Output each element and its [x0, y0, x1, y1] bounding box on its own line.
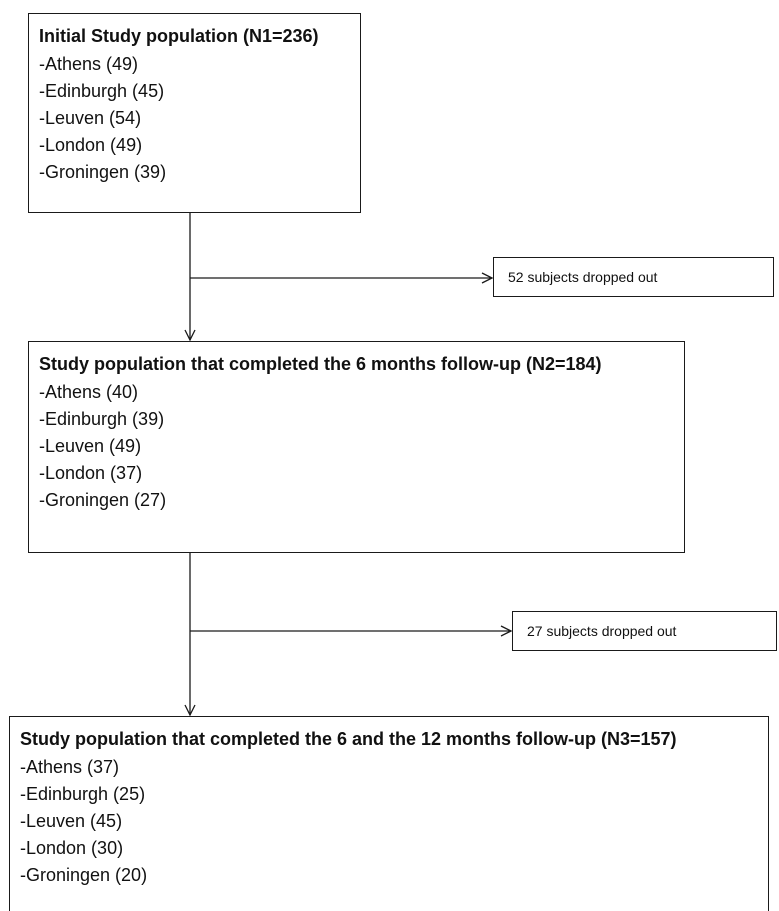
initial-population-title: Initial Study population (N1=236)	[39, 24, 350, 48]
site-leuven: -Leuven (54)	[39, 105, 350, 132]
six-month-population-title: Study population that completed the 6 mo…	[39, 352, 674, 376]
site-athens: -Athens (37)	[20, 754, 758, 781]
site-groningen: -Groningen (39)	[39, 159, 350, 186]
twelve-month-population-title: Study population that completed the 6 an…	[20, 727, 758, 751]
six-month-population-sites: -Athens (40) -Edinburgh (39) -Leuven (49…	[39, 379, 674, 514]
site-london: -London (49)	[39, 132, 350, 159]
site-groningen: -Groningen (20)	[20, 862, 758, 889]
site-edinburgh: -Edinburgh (39)	[39, 406, 674, 433]
site-london: -London (30)	[20, 835, 758, 862]
initial-population-sites: -Athens (49) -Edinburgh (45) -Leuven (54…	[39, 51, 350, 186]
site-london: -London (37)	[39, 460, 674, 487]
site-athens: -Athens (40)	[39, 379, 674, 406]
site-edinburgh: -Edinburgh (25)	[20, 781, 758, 808]
twelve-month-population-box: Study population that completed the 6 an…	[9, 716, 769, 911]
dropout-box-1: 52 subjects dropped out	[493, 257, 774, 297]
site-groningen: -Groningen (27)	[39, 487, 674, 514]
site-athens: -Athens (49)	[39, 51, 350, 78]
site-leuven: -Leuven (45)	[20, 808, 758, 835]
dropout-box-2: 27 subjects dropped out	[512, 611, 777, 651]
six-month-population-box: Study population that completed the 6 mo…	[28, 341, 685, 553]
site-leuven: -Leuven (49)	[39, 433, 674, 460]
initial-population-box: Initial Study population (N1=236) -Athen…	[28, 13, 361, 213]
twelve-month-population-sites: -Athens (37) -Edinburgh (25) -Leuven (45…	[20, 754, 758, 889]
site-edinburgh: -Edinburgh (45)	[39, 78, 350, 105]
